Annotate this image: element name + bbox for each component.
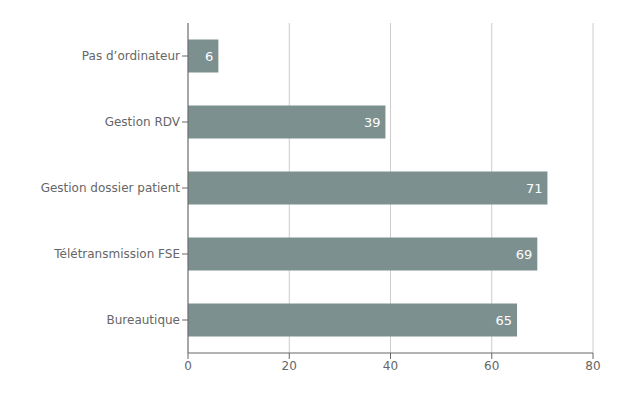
svg-text:Pas d’ordinateur: Pas d’ordinateur	[82, 49, 180, 63]
svg-text:60: 60	[484, 359, 499, 373]
svg-text:6: 6	[205, 49, 213, 64]
svg-text:0: 0	[184, 359, 192, 373]
svg-text:39: 39	[364, 115, 381, 130]
svg-text:Gestion dossier patient: Gestion dossier patient	[41, 181, 181, 195]
svg-text:40: 40	[383, 359, 398, 373]
svg-text:65: 65	[496, 313, 513, 328]
svg-text:69: 69	[516, 247, 533, 262]
svg-text:80: 80	[585, 359, 600, 373]
svg-text:20: 20	[282, 359, 297, 373]
svg-text:71: 71	[526, 181, 543, 196]
svg-text:Gestion RDV: Gestion RDV	[105, 115, 181, 129]
svg-text:Bureautique: Bureautique	[107, 313, 181, 327]
svg-text:Télétransmission FSE: Télétransmission FSE	[53, 247, 180, 261]
